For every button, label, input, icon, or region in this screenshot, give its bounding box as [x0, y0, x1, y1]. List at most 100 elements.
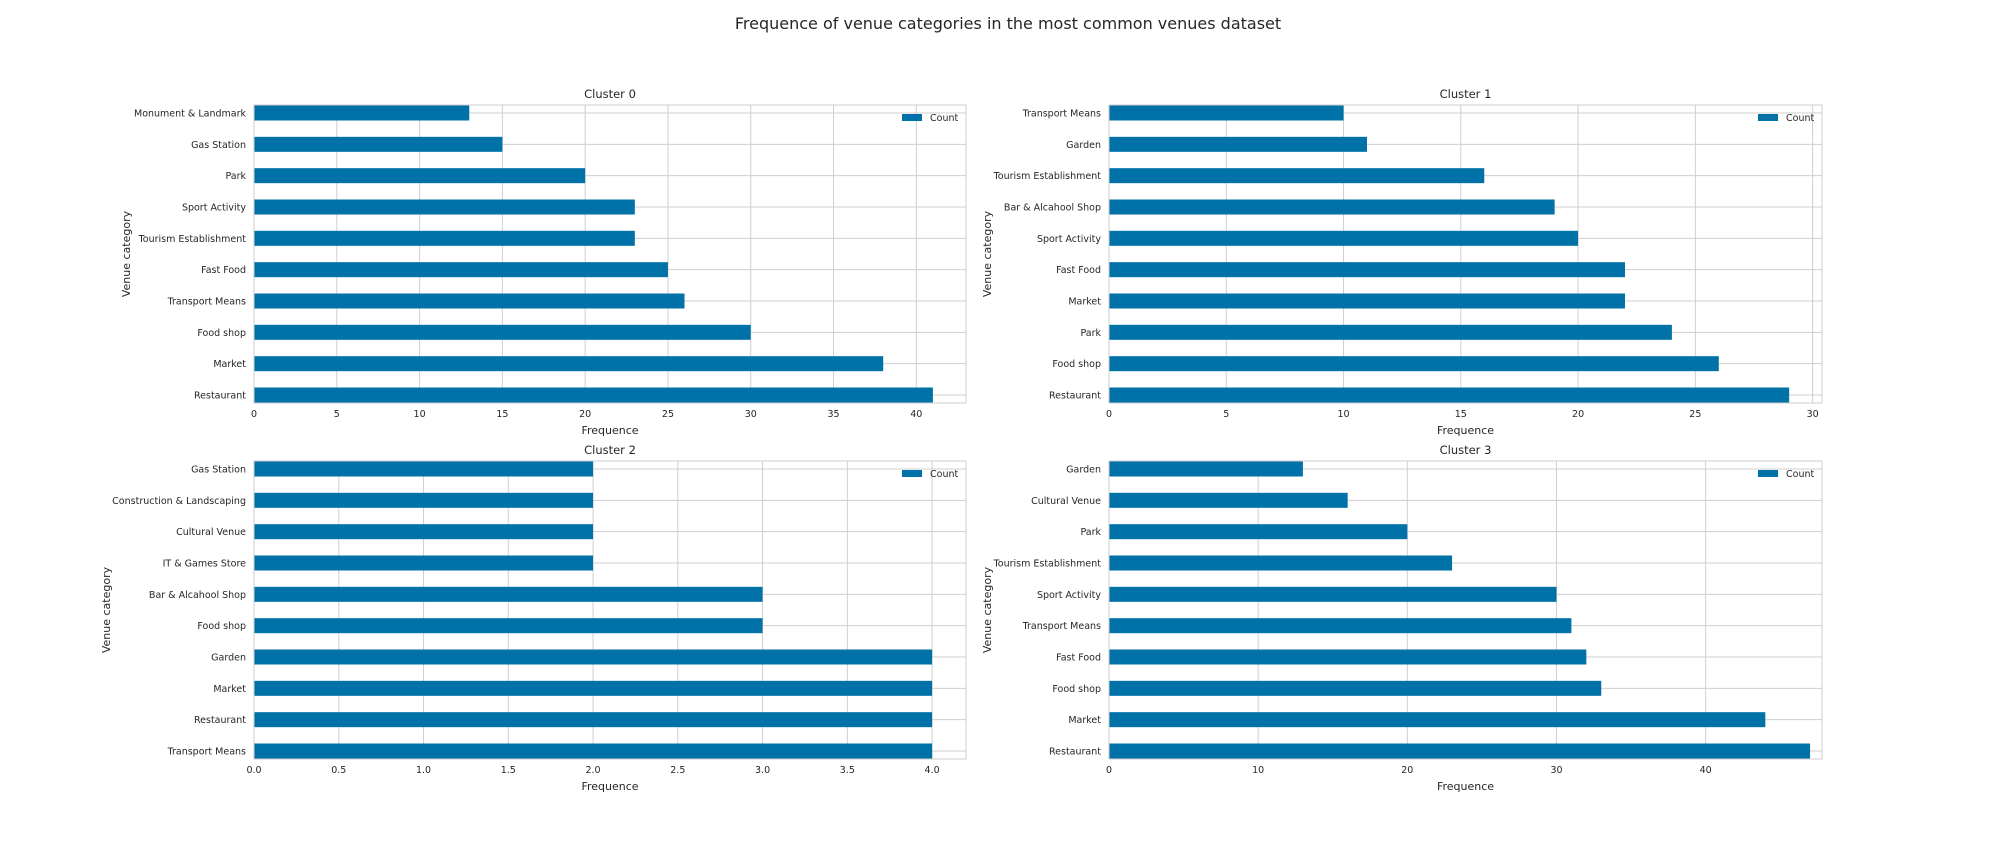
bar: [254, 105, 470, 121]
x-tick-label: 0: [251, 409, 257, 420]
y-tick-label: Bar & Alcahool Shop: [1004, 203, 1101, 214]
legend-swatch: [1758, 114, 1778, 121]
y-tick-label: Market: [213, 359, 246, 370]
y-tick-label: Garden: [1066, 465, 1101, 476]
x-axis-label: Frequence: [1437, 424, 1494, 437]
y-tick-label: Park: [225, 171, 246, 182]
x-tick-label: 1.5: [501, 765, 516, 776]
y-tick-label: Park: [1080, 527, 1101, 538]
y-tick-label: Park: [1080, 328, 1101, 339]
bar: [1109, 649, 1587, 665]
y-tick-label: Market: [1068, 715, 1101, 726]
subplot-cluster-3: 0 10 20 30 40 Restaurant Market Food shop Fast F…: [981, 443, 1823, 793]
bar: [254, 461, 594, 477]
y-axis-label: Venue category: [100, 566, 113, 653]
figure-title: Frequence of venue categories in the mos…: [735, 14, 1281, 33]
x-tick-label: 5: [1223, 409, 1229, 420]
legend: Count: [1758, 469, 1814, 480]
bar: [1109, 105, 1344, 121]
x-tick-label: 4.0: [925, 765, 940, 776]
x-tick-label: 3.5: [840, 765, 855, 776]
bar: [254, 524, 594, 540]
bar: [254, 649, 933, 665]
y-tick-label: Garden: [1066, 140, 1101, 151]
bar: [1109, 356, 1719, 372]
bar: [254, 555, 594, 571]
y-tick-label: Restaurant: [1049, 391, 1101, 402]
x-tick-label: 35: [827, 409, 839, 420]
x-tick-label: 0: [1106, 409, 1112, 420]
bar: [1109, 293, 1625, 309]
subplot-title: Cluster 1: [1440, 87, 1492, 101]
y-tick-label: Fast Food: [201, 265, 246, 276]
y-tick-label: Sport Activity: [1037, 234, 1101, 245]
y-tick-label: Market: [1068, 297, 1101, 308]
y-tick-label: Bar & Alcahool Shop: [149, 590, 246, 601]
y-tick-label: Sport Activity: [182, 203, 246, 214]
x-axis-label: Frequence: [581, 424, 638, 437]
x-axis-label: Frequence: [581, 780, 638, 793]
x-tick-label: 25: [662, 409, 674, 420]
x-tick-label: 30: [745, 409, 757, 420]
y-axis-label: Venue category: [120, 210, 133, 297]
y-tick-label: Transport Means: [1022, 109, 1101, 120]
x-tick-label: 10: [414, 409, 426, 420]
y-tick-label: Fast Food: [1056, 653, 1101, 664]
bar: [254, 356, 884, 372]
bar: [1109, 586, 1557, 602]
legend: Count: [902, 113, 958, 124]
y-tick-label: Restaurant: [1049, 747, 1101, 758]
y-tick-label: Food shop: [197, 621, 246, 632]
bar: [254, 586, 763, 602]
y-tick-label: Fast Food: [1056, 265, 1101, 276]
bar: [1109, 136, 1367, 152]
y-tick-label: Garden: [211, 653, 246, 664]
x-tick-label: 30: [1550, 765, 1562, 776]
axes-frame: [1108, 104, 1823, 404]
bar: [1109, 743, 1811, 759]
bar: [1109, 712, 1766, 728]
y-tick-label: Monument & Landmark: [134, 109, 246, 120]
bar: [1109, 618, 1572, 634]
legend-label: Count: [1786, 113, 1814, 124]
x-tick-label: 15: [1455, 409, 1467, 420]
bar: [1109, 324, 1672, 340]
bar: [254, 168, 586, 184]
x-tick-label: 20: [579, 409, 591, 420]
legend: Count: [902, 469, 958, 480]
y-tick-label: Food shop: [1052, 359, 1101, 370]
bar: [254, 293, 685, 309]
bar: [1109, 168, 1485, 184]
legend-swatch: [902, 470, 922, 477]
bar: [1109, 387, 1790, 403]
subplot-title: Cluster 0: [584, 87, 636, 101]
legend-swatch: [1758, 470, 1778, 477]
y-tick-label: Food shop: [1052, 684, 1101, 695]
y-tick-label: Gas Station: [191, 465, 246, 476]
x-tick-label: 40: [910, 409, 922, 420]
bar: [254, 492, 594, 508]
x-tick-label: 3.0: [755, 765, 770, 776]
x-tick-label: 2.5: [670, 765, 685, 776]
bar: [254, 743, 933, 759]
y-tick-label: Food shop: [197, 328, 246, 339]
bar: [254, 230, 635, 246]
y-tick-label: Restaurant: [194, 715, 246, 726]
y-tick-label: Tourism Establishment: [993, 559, 1102, 570]
subplot-cluster-2: 0.0 0.5 1.0 1.5 2.0 2.5 3.0 3.5 4.0 Transport Mea…: [100, 443, 967, 793]
subplot-cluster-1: 0 5 10 15 20 25 30 Restaurant Food shop Park Marke…: [981, 87, 1823, 437]
bar: [1109, 230, 1579, 246]
bar: [1109, 524, 1408, 540]
x-tick-label: 20: [1401, 765, 1413, 776]
y-tick-label: Transport Means: [1022, 621, 1101, 632]
legend: Count: [1758, 113, 1814, 124]
bar: [1109, 555, 1453, 571]
x-tick-label: 40: [1700, 765, 1712, 776]
y-tick-label: Transport Means: [167, 747, 246, 758]
x-tick-label: 20: [1572, 409, 1584, 420]
bar: [1109, 199, 1555, 215]
subplot-title: Cluster 3: [1440, 443, 1492, 457]
axes-frame: [1108, 460, 1823, 760]
